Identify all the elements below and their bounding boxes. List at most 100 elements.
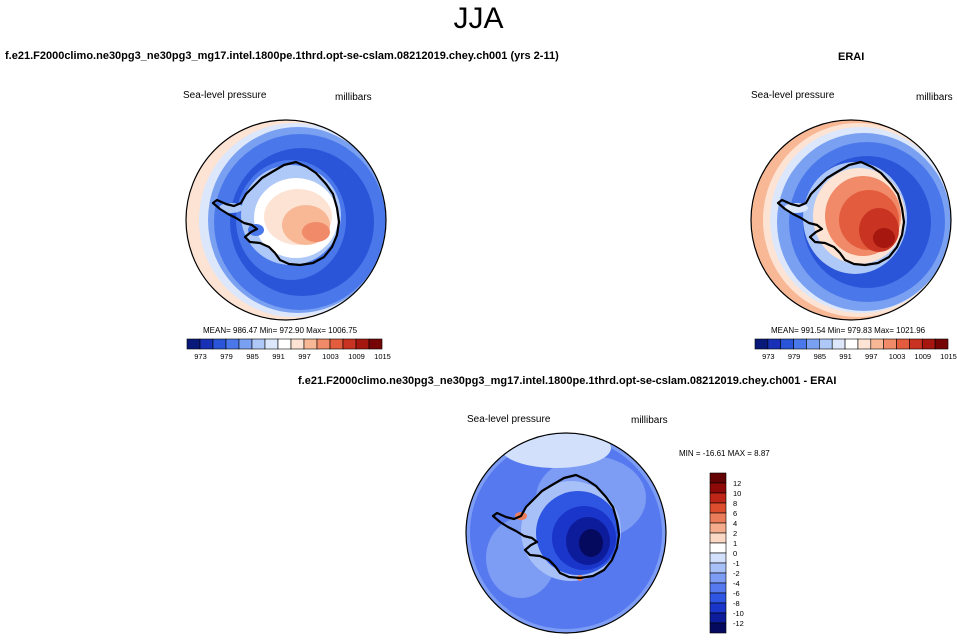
panel-3-units-label: millibars	[631, 415, 668, 426]
panel-1-stats: MEAN= 986.47 Min= 972.90 Max= 1006.75	[203, 326, 358, 335]
colorbar-2-swatch	[754, 338, 769, 350]
colorbar-2-swatch	[844, 338, 859, 350]
panel-3-stats: MIN = -16.61 MAX = 8.87	[679, 449, 770, 458]
colorbar-1-tick-label: 1003	[322, 352, 339, 361]
colorbar-3-tick-label: 12	[733, 479, 741, 488]
colorbar-3-swatch	[709, 612, 727, 624]
colorbar-3-swatch	[709, 522, 727, 534]
colorbar-2-tick-label: 973	[762, 352, 775, 361]
colorbar-3-swatch	[709, 532, 727, 544]
colorbar-2-tick-label: 1015	[940, 352, 957, 361]
colorbar-3-tick-label: 10	[733, 489, 741, 498]
colorbar-2-swatch	[806, 338, 820, 350]
colorbar-1-tick-label: 1015	[374, 352, 391, 361]
panel-2-variable-label: Sea-level pressure	[751, 90, 835, 101]
colorbar-3-swatch	[709, 472, 727, 484]
panel-2-field	[751, 120, 951, 320]
colorbar-2-swatch	[934, 338, 949, 350]
colorbar-1-tick-label: 991	[272, 352, 285, 361]
colorbar-3-swatch	[709, 572, 727, 584]
colorbar-3-tick-label: -6	[733, 589, 740, 598]
panel-1-units-label: millibars	[335, 92, 372, 103]
colorbar-3-tick-label: 4	[733, 519, 737, 528]
colorbar-2-tick-label: 985	[814, 352, 827, 361]
colorbar-2-swatch	[831, 338, 846, 350]
colorbar-2-swatch	[857, 338, 872, 350]
colorbar-2-tick-label: 1009	[914, 352, 931, 361]
colorbar-1-swatch	[316, 338, 331, 350]
panel-1-title: f.e21.F2000climo.ne30pg3_ne30pg3_mg17.in…	[5, 50, 559, 62]
colorbar-1-tick-label: 997	[298, 352, 311, 361]
colorbar-3-tick-label: -2	[733, 569, 740, 578]
colorbar-3-swatch	[709, 482, 727, 494]
panel-3-title: f.e21.F2000climo.ne30pg3_ne30pg3_mg17.in…	[298, 375, 837, 387]
panel-3-coastline	[491, 473, 621, 580]
colorbar-3-tick-label: 8	[733, 499, 737, 508]
colorbar-3-swatch	[709, 502, 727, 514]
colorbar-2-tick-label: 997	[865, 352, 878, 361]
panel-2-stats: MEAN= 991.54 Min= 979.83 Max= 1021.96	[771, 326, 926, 335]
colorbar-1-swatch	[290, 338, 305, 350]
figure-title: JJA	[453, 2, 504, 35]
colorbar-2-swatch	[793, 338, 807, 350]
colorbar-2-tick-label: 991	[839, 352, 852, 361]
colorbar-2-swatch	[780, 338, 794, 350]
panel-2-units-label: millibars	[916, 92, 953, 103]
colorbar-1-swatch	[225, 338, 240, 350]
colorbar-3-tick-label: 1	[733, 539, 737, 548]
colorbar-1-swatch	[186, 338, 201, 350]
colorbar-2-tick-label: 979	[788, 352, 801, 361]
panel-3-field	[466, 433, 666, 633]
colorbar-3-swatch	[709, 592, 727, 604]
colorbar-1-swatch	[251, 338, 266, 350]
colorbar-3-swatch	[709, 542, 727, 554]
colorbar-1-swatch	[264, 338, 279, 350]
colorbar-3-swatch	[709, 562, 727, 574]
colorbar-1-swatch	[342, 338, 357, 350]
colorbar-3-tick-label: -8	[733, 599, 740, 608]
colorbar-2-swatch	[883, 338, 897, 350]
colorbar-1-swatch	[238, 338, 253, 350]
colorbar-1-swatch	[212, 338, 227, 350]
colorbar-2-swatch	[870, 338, 884, 350]
colorbar-2-swatch	[909, 338, 923, 350]
colorbar-3-tick-label: -1	[733, 559, 740, 568]
panel-1-coastline	[211, 160, 341, 267]
colorbar-3-swatch	[709, 552, 727, 564]
colorbar-1-tick-label: 979	[220, 352, 233, 361]
panel-1-variable-label: Sea-level pressure	[183, 90, 267, 101]
colorbar-2-swatch	[767, 338, 782, 350]
colorbar-3-tick-label: -10	[733, 609, 744, 618]
colorbar-2-swatch	[819, 338, 833, 350]
colorbar-1-swatch	[355, 338, 370, 350]
panel-2-coastline	[776, 160, 906, 267]
colorbar-3-swatch	[709, 582, 727, 594]
colorbar-1-tick-label: 973	[194, 352, 207, 361]
colorbar-1-swatch	[368, 338, 383, 350]
colorbar-3-tick-label: 2	[733, 529, 737, 538]
colorbar-1-tick-label: 1009	[348, 352, 365, 361]
panel-1-contour-10	[302, 222, 330, 242]
colorbar-3-swatch	[709, 492, 727, 504]
colorbar-2-tick-label: 1003	[889, 352, 906, 361]
panel-3-variable-label: Sea-level pressure	[467, 414, 551, 425]
panel-3-map-border	[465, 432, 667, 634]
panel-1-map-border	[185, 119, 387, 321]
colorbar-3-swatch	[709, 512, 727, 524]
colorbar-3-tick-label: 6	[733, 509, 737, 518]
colorbar-3-tick-label: -12	[733, 619, 744, 628]
colorbar-1-swatch	[199, 338, 214, 350]
colorbar-2-swatch	[921, 338, 936, 350]
colorbar-1-swatch	[329, 338, 344, 350]
colorbar-2-swatch	[896, 338, 910, 350]
colorbar-3-tick-label: 0	[733, 549, 737, 558]
colorbar-3-swatch	[709, 602, 727, 614]
colorbar-3-swatch	[709, 622, 727, 634]
colorbar-1-swatch	[277, 338, 292, 350]
colorbar-3-tick-label: -4	[733, 579, 740, 588]
colorbar-1-tick-label: 985	[246, 352, 259, 361]
panel-2-title: ERAI	[838, 51, 865, 63]
panel-2-contour-11	[873, 228, 895, 248]
panel-2-map-border	[750, 119, 952, 321]
